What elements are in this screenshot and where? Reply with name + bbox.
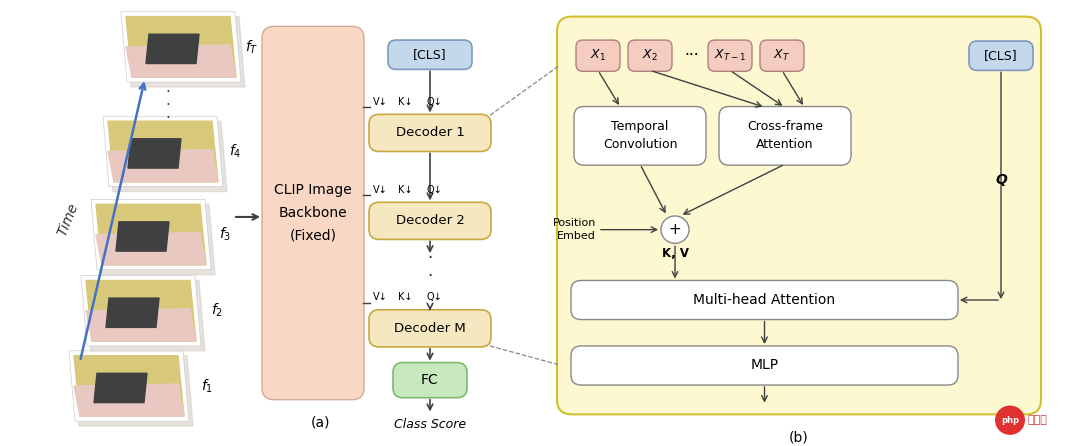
- Text: $f_1$: $f_1$: [201, 377, 213, 395]
- Text: Cross-frame
Attention: Cross-frame Attention: [747, 120, 823, 151]
- Text: (b): (b): [789, 431, 809, 445]
- Polygon shape: [75, 356, 184, 416]
- Polygon shape: [85, 281, 205, 351]
- Text: Position
Embed: Position Embed: [553, 218, 596, 241]
- Text: V↓: V↓: [373, 292, 388, 302]
- FancyBboxPatch shape: [557, 17, 1041, 414]
- Polygon shape: [125, 17, 245, 87]
- FancyBboxPatch shape: [719, 107, 851, 165]
- Text: Decoder M: Decoder M: [394, 322, 465, 335]
- Text: ·
·: · ·: [428, 249, 433, 285]
- Polygon shape: [126, 17, 237, 77]
- Polygon shape: [96, 232, 206, 265]
- Polygon shape: [91, 199, 211, 270]
- Circle shape: [995, 405, 1025, 435]
- Polygon shape: [116, 222, 168, 251]
- Polygon shape: [108, 121, 218, 182]
- FancyBboxPatch shape: [708, 40, 752, 71]
- Text: ···: ···: [685, 48, 700, 63]
- Text: V↓: V↓: [373, 185, 388, 194]
- Text: +: +: [669, 222, 681, 237]
- Text: (a): (a): [310, 415, 329, 429]
- Text: $f_4$: $f_4$: [229, 143, 242, 160]
- FancyBboxPatch shape: [576, 40, 620, 71]
- Text: Q↓: Q↓: [427, 292, 442, 302]
- Text: $X_T$: $X_T$: [773, 48, 791, 63]
- Polygon shape: [121, 12, 241, 82]
- FancyBboxPatch shape: [627, 40, 672, 71]
- Text: $X_2$: $X_2$: [643, 48, 658, 63]
- Text: Q: Q: [995, 173, 1007, 187]
- FancyBboxPatch shape: [262, 26, 364, 400]
- Text: Q↓: Q↓: [427, 97, 442, 107]
- Text: php: php: [1001, 416, 1020, 425]
- Polygon shape: [96, 204, 206, 265]
- Text: Q↓: Q↓: [427, 185, 442, 194]
- Text: K↓: K↓: [397, 292, 413, 302]
- Polygon shape: [75, 384, 184, 416]
- FancyBboxPatch shape: [369, 114, 491, 152]
- Polygon shape: [126, 45, 237, 77]
- Text: $f_2$: $f_2$: [211, 302, 224, 319]
- Polygon shape: [86, 309, 195, 341]
- Text: $X_{T-1}$: $X_{T-1}$: [714, 48, 746, 63]
- Text: Multi-head Attention: Multi-head Attention: [693, 293, 836, 307]
- Text: 中文网: 中文网: [1028, 415, 1048, 425]
- FancyBboxPatch shape: [369, 310, 491, 347]
- Text: MLP: MLP: [751, 359, 779, 372]
- Polygon shape: [103, 116, 222, 187]
- Text: K↓: K↓: [397, 97, 413, 107]
- Text: Decoder 1: Decoder 1: [395, 126, 464, 140]
- Polygon shape: [86, 281, 195, 341]
- FancyBboxPatch shape: [760, 40, 804, 71]
- Text: V↓: V↓: [373, 97, 388, 107]
- Polygon shape: [146, 34, 199, 63]
- Polygon shape: [94, 373, 147, 403]
- FancyBboxPatch shape: [571, 346, 958, 385]
- Text: [CLS]: [CLS]: [984, 49, 1017, 62]
- Text: [CLS]: [CLS]: [414, 48, 447, 61]
- Polygon shape: [108, 149, 218, 182]
- Text: Decoder 2: Decoder 2: [395, 215, 464, 227]
- Text: $f_3$: $f_3$: [219, 226, 231, 243]
- Text: Temporal
Convolution: Temporal Convolution: [603, 120, 677, 151]
- Polygon shape: [106, 298, 159, 327]
- Text: K↓: K↓: [397, 185, 413, 194]
- FancyBboxPatch shape: [969, 41, 1032, 70]
- Text: CLIP Image
Backbone
(Fixed): CLIP Image Backbone (Fixed): [274, 183, 352, 243]
- Text: Time: Time: [55, 201, 81, 239]
- Text: $X_1$: $X_1$: [590, 48, 606, 63]
- Text: $f_T$: $f_T$: [245, 38, 258, 56]
- Polygon shape: [129, 139, 181, 168]
- FancyBboxPatch shape: [388, 40, 472, 70]
- Polygon shape: [107, 121, 227, 191]
- Text: K, V: K, V: [661, 247, 689, 260]
- Text: Class Score: Class Score: [394, 418, 467, 431]
- FancyBboxPatch shape: [393, 363, 467, 398]
- Polygon shape: [73, 356, 193, 426]
- FancyBboxPatch shape: [369, 202, 491, 240]
- Text: FC: FC: [421, 373, 438, 387]
- Polygon shape: [81, 276, 201, 346]
- Polygon shape: [69, 351, 189, 421]
- Text: ·
·
·: · · ·: [165, 86, 171, 126]
- Circle shape: [661, 216, 689, 244]
- Polygon shape: [95, 204, 215, 275]
- FancyBboxPatch shape: [571, 281, 958, 319]
- FancyBboxPatch shape: [573, 107, 706, 165]
